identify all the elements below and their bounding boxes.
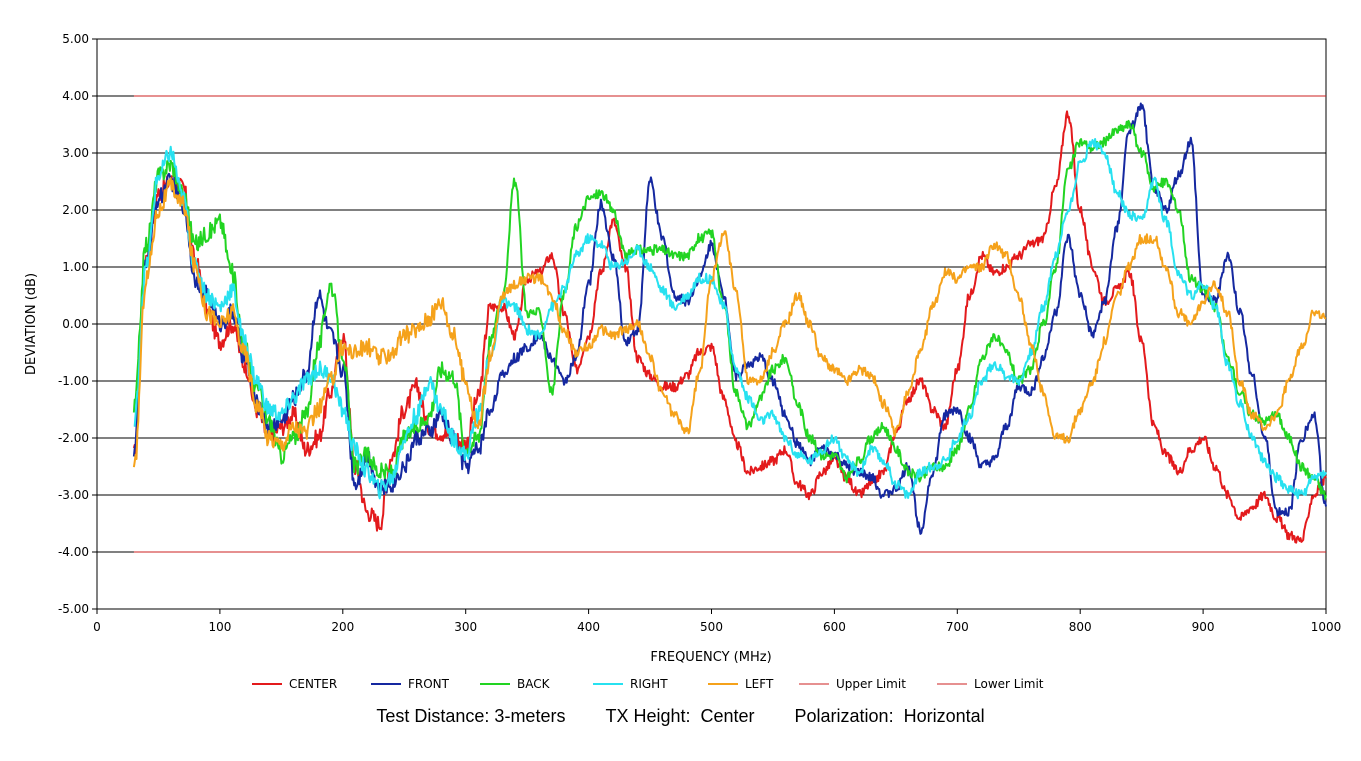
y-tick-label: -3.00: [58, 488, 89, 502]
legend-label: Upper Limit: [836, 677, 906, 691]
legend-label: LEFT: [745, 677, 774, 691]
y-tick-label: 2.00: [62, 203, 89, 217]
legend-label: RIGHT: [630, 677, 668, 691]
y-tick-label: -4.00: [58, 545, 89, 559]
y-tick-labels: 5.00 4.00 3.00 2.00 1.00 0.00 -1.00 -2.00 -3.00 -…: [58, 32, 97, 616]
series-line-back: [132, 119, 1327, 500]
x-tick-label: 600: [823, 620, 846, 634]
x-tick-label: 400: [577, 620, 600, 634]
y-axis-title: DEVIATION (dB): [24, 273, 39, 375]
y-tick-label: 4.00: [62, 89, 89, 103]
x-tick-label: 500: [700, 620, 723, 634]
y-tick-label: -5.00: [58, 602, 89, 616]
legend-label: FRONT: [408, 677, 450, 691]
y-tick-label: 5.00: [62, 32, 89, 46]
legend-label: BACK: [517, 677, 551, 691]
test-caption: Test Distance: 3-meters TX Height: Center…: [0, 706, 1361, 727]
legend-label: CENTER: [289, 677, 337, 691]
x-tick-label: 900: [1192, 620, 1215, 634]
caption-distance: Test Distance: 3-meters: [376, 706, 566, 726]
y-tick-label: -2.00: [58, 431, 89, 445]
caption-tx-height: TX Height: Center: [605, 706, 755, 726]
x-tick-label: 800: [1069, 620, 1092, 634]
legend: CENTER FRONT BACK RIGHT LEFT Upper Limit Lower…: [252, 677, 1044, 691]
x-axis-title: FREQUENCY (MHz): [650, 650, 771, 665]
y-tick-label: 1.00: [62, 260, 89, 274]
x-tick-label: 0: [93, 620, 101, 634]
legend-label: Lower Limit: [974, 677, 1044, 691]
x-tick-label: 100: [208, 620, 231, 634]
x-tick-label: 1000: [1311, 620, 1342, 634]
x-tick-label: 200: [331, 620, 354, 634]
y-tick-label: -1.00: [58, 374, 89, 388]
series-line-left: [132, 177, 1327, 468]
caption-polarization: Polarization: Horizontal: [794, 706, 985, 726]
x-tick-labels: 0 100 200 300 400 500 600 700 800 900 1000: [93, 609, 1341, 634]
x-tick-label: 300: [454, 620, 477, 634]
x-tick-label: 700: [946, 620, 969, 634]
y-tick-label: 3.00: [62, 146, 89, 160]
series-lines: [132, 95, 1327, 553]
y-tick-label: 0.00: [62, 317, 89, 331]
